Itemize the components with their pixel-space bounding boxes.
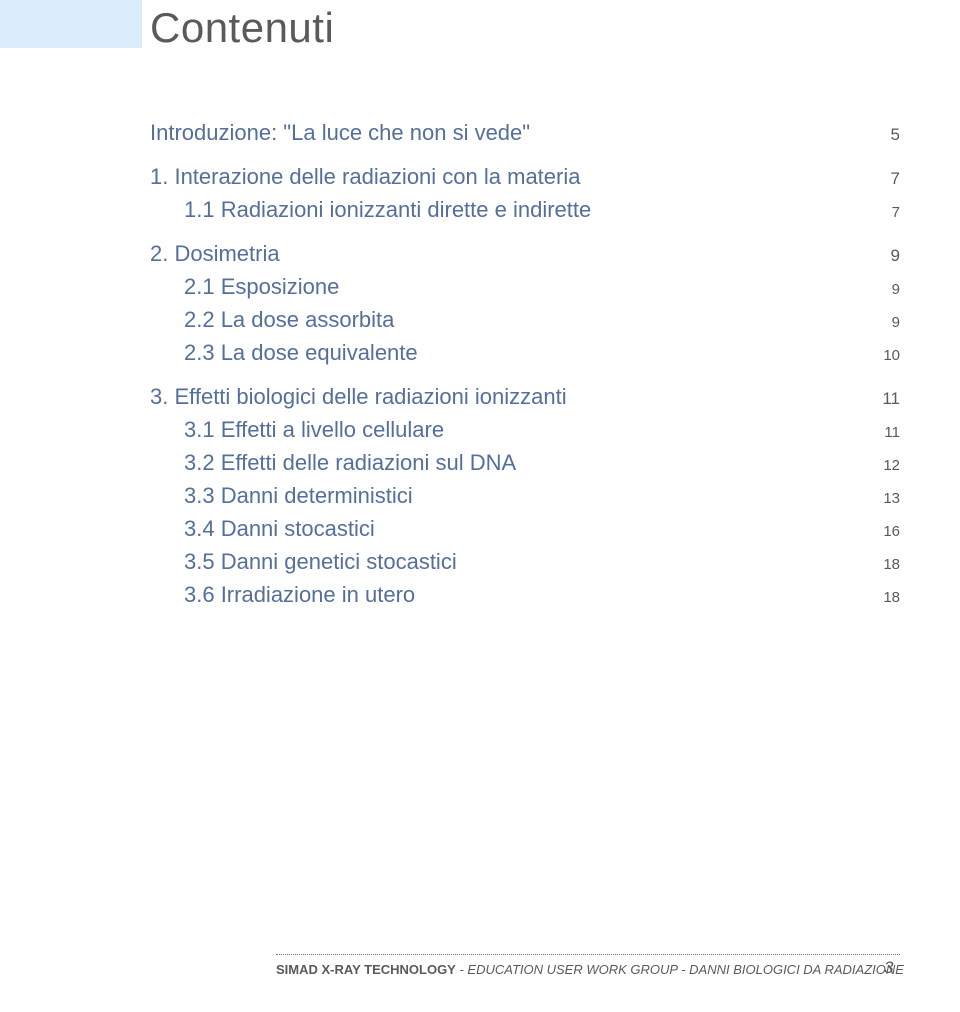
- page-title: Contenuti: [150, 4, 334, 52]
- toc-section-page: 9: [868, 246, 900, 266]
- toc-subsection: 3.2 Effetti delle radiazioni sul DNA 12: [150, 450, 900, 476]
- toc-subsection-page: 12: [868, 457, 900, 474]
- toc-subsection-page: 9: [868, 281, 900, 298]
- toc-subsection-page: 10: [868, 347, 900, 364]
- footer-text: SIMAD X-RAY TECHNOLOGY - EDUCATION USER …: [276, 962, 904, 977]
- footer-dotted-line: [276, 954, 900, 955]
- toc-section-page: 7: [868, 169, 900, 189]
- toc-section-label: 2. Dosimetria: [150, 241, 280, 267]
- toc-subsection-page: 18: [868, 556, 900, 573]
- toc-section-label: 3. Effetti biologici delle radiazioni io…: [150, 384, 567, 410]
- toc-subsection: 2.1 Esposizione 9: [150, 274, 900, 300]
- toc-section-label: Introduzione: "La luce che non si vede": [150, 120, 530, 146]
- header-accent-bar: [0, 0, 142, 48]
- toc-subsection-label: 3.2 Effetti delle radiazioni sul DNA: [150, 450, 516, 476]
- toc-subsection-label: 3.3 Danni deterministici: [150, 483, 413, 509]
- toc-subsection-label: 2.2 La dose assorbita: [150, 307, 394, 333]
- toc-subsection-page: 13: [868, 490, 900, 507]
- toc-subsection-label: 3.6 Irradiazione in utero: [150, 582, 415, 608]
- toc-subsection: 3.3 Danni deterministici 13: [150, 483, 900, 509]
- footer-brand: SIMAD X-RAY TECHNOLOGY: [276, 962, 456, 977]
- toc-subsection-page: 9: [868, 314, 900, 331]
- toc-subsection-label: 3.5 Danni genetici stocastici: [150, 549, 457, 575]
- toc-subsection: 2.2 La dose assorbita 9: [150, 307, 900, 333]
- toc-section: Introduzione: "La luce che non si vede" 5: [150, 120, 900, 146]
- toc-section-page: 5: [868, 125, 900, 145]
- toc-section: 2. Dosimetria 9: [150, 241, 900, 267]
- toc-subsection: 3.4 Danni stocastici 16: [150, 516, 900, 542]
- toc-section-label: 1. Interazione delle radiazioni con la m…: [150, 164, 580, 190]
- toc-subsection-label: 3.4 Danni stocastici: [150, 516, 375, 542]
- toc-subsection-label: 3.1 Effetti a livello cellulare: [150, 417, 444, 443]
- toc-subsection-label: 2.1 Esposizione: [150, 274, 339, 300]
- toc-section: 1. Interazione delle radiazioni con la m…: [150, 164, 900, 190]
- toc-subsection-page: 16: [868, 523, 900, 540]
- toc-subsection: 3.6 Irradiazione in utero 18: [150, 582, 900, 608]
- toc-subsection: 2.3 La dose equivalente 10: [150, 340, 900, 366]
- toc-subsection-label: 2.3 La dose equivalente: [150, 340, 418, 366]
- toc-subsection-page: 11: [868, 424, 900, 441]
- page-number: 3: [884, 958, 893, 978]
- toc-subsection-page: 7: [868, 204, 900, 221]
- toc-subsection: 1.1 Radiazioni ionizzanti dirette e indi…: [150, 197, 900, 223]
- toc-section-page: 11: [868, 389, 900, 409]
- toc-section: 3. Effetti biologici delle radiazioni io…: [150, 384, 900, 410]
- footer-suffix: DANNI BIOLOGICI DA RADIAZIONE: [689, 962, 904, 977]
- footer-mid: - EDUCATION USER WORK GROUP -: [456, 962, 689, 977]
- toc-subsection-label: 1.1 Radiazioni ionizzanti dirette e indi…: [150, 197, 591, 223]
- toc-subsection-page: 18: [868, 589, 900, 606]
- toc-subsection: 3.5 Danni genetici stocastici 18: [150, 549, 900, 575]
- toc-subsection: 3.1 Effetti a livello cellulare 11: [150, 417, 900, 443]
